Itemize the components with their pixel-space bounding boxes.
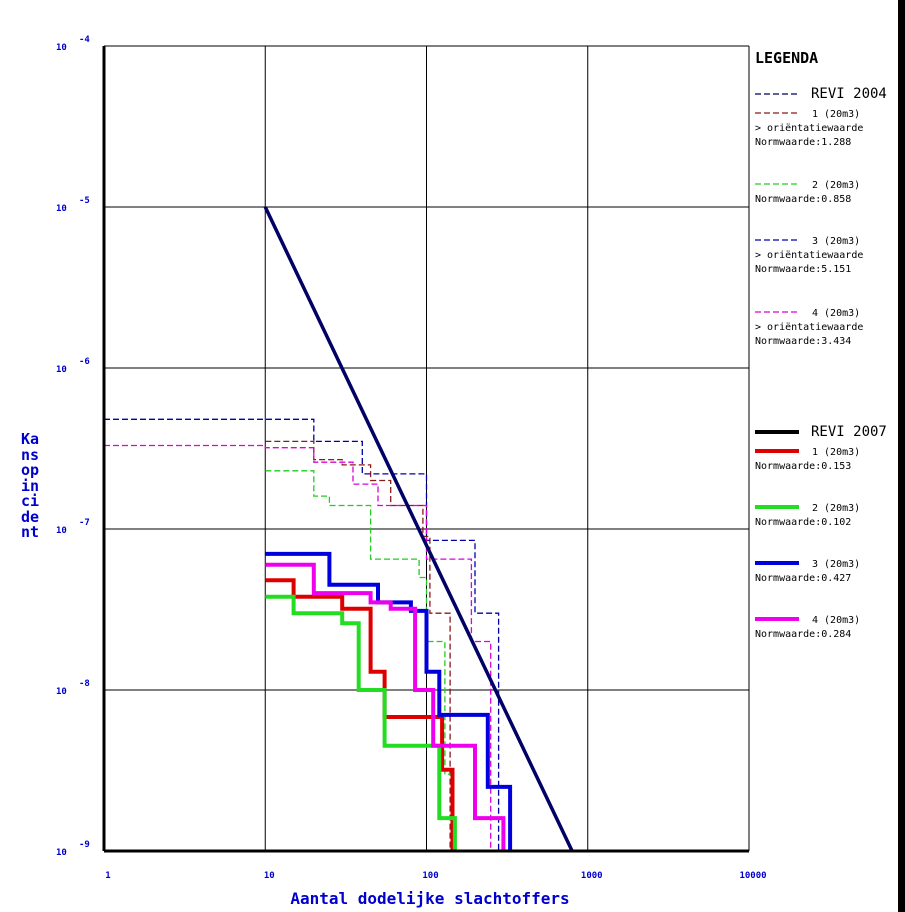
y-tick-label-base: 10 (56, 204, 67, 214)
x-tick-label: 100 (422, 871, 438, 881)
y-axis-label: Kans op incident (20, 430, 40, 541)
legend-label: 4 (20m3) (812, 308, 860, 319)
legend-note: Normwaarde:0.284 (755, 629, 851, 640)
series-line (104, 444, 492, 851)
y-tick-label-exponent: -8 (79, 679, 90, 689)
y-tick-label-base: 10 (56, 687, 67, 697)
right-edge-bar (898, 0, 905, 912)
legend-label: 2 (20m3) (812, 180, 860, 191)
legend-note: Normwaarde:1.288 (755, 137, 851, 148)
x-tick-label: 1000 (581, 871, 603, 881)
legend-label: 1 (20m3) (812, 447, 860, 458)
legend-label: 1 (20m3) (812, 109, 860, 120)
legend-note: Normwaarde:0.102 (755, 517, 851, 528)
legend-label: REVI 2007 (811, 424, 887, 440)
legend-note: > oriëntatiewaarde (755, 250, 863, 261)
norm-line (263, 206, 574, 852)
y-tick-label-exponent: -4 (79, 35, 90, 45)
y-tick-label-exponent: -6 (79, 357, 90, 367)
legend: LEGENDA REVI 2004 1 (20m3) > oriëntatiewaar… (755, 49, 887, 640)
legend-label: 3 (20m3) (812, 236, 860, 247)
y-tick-label-base: 10 (56, 365, 67, 375)
legend-note: Normwaarde:3.434 (755, 336, 851, 347)
legend-label: 2 (20m3) (812, 503, 860, 514)
legend-note: > oriëntatiewaarde (755, 123, 863, 134)
axes-layer: 1 10 100 1000 10000 10 -4 10 -5 10 -6 10 -7 10 -8 10 -9 (56, 35, 767, 881)
y-tick-label-exponent: -9 (79, 840, 90, 850)
y-tick-label-base: 10 (56, 43, 67, 53)
x-axis-label: Aantal dodelijke slachtoffers (290, 889, 570, 908)
y-tick-label-base: 10 (56, 526, 67, 536)
series-line (265, 440, 451, 851)
legend-title: LEGENDA (755, 49, 818, 67)
y-tick-label-base: 10 (56, 848, 67, 858)
legend-note: > oriëntatiewaarde (755, 322, 863, 333)
x-tick-label: 10 (264, 871, 275, 881)
series-layer (104, 206, 574, 852)
y-tick-label-exponent: -7 (79, 518, 90, 528)
legend-label: 3 (20m3) (812, 559, 860, 570)
legend-note: Normwaarde:0.427 (755, 573, 851, 584)
legend-note: Normwaarde:0.153 (755, 461, 851, 472)
legend-note: Normwaarde:0.858 (755, 194, 851, 205)
series-line (265, 594, 457, 851)
legend-note: Normwaarde:5.151 (755, 264, 851, 275)
legend-label: REVI 2004 (811, 86, 887, 102)
series-line (104, 418, 500, 851)
x-tick-label: 1 (105, 871, 110, 881)
x-tick-label: 10000 (739, 871, 766, 881)
series-line (265, 562, 506, 851)
y-tick-label-exponent: -5 (79, 196, 90, 206)
grid (103, 45, 750, 852)
legend-label: 4 (20m3) (812, 615, 860, 626)
series-line (265, 551, 513, 851)
